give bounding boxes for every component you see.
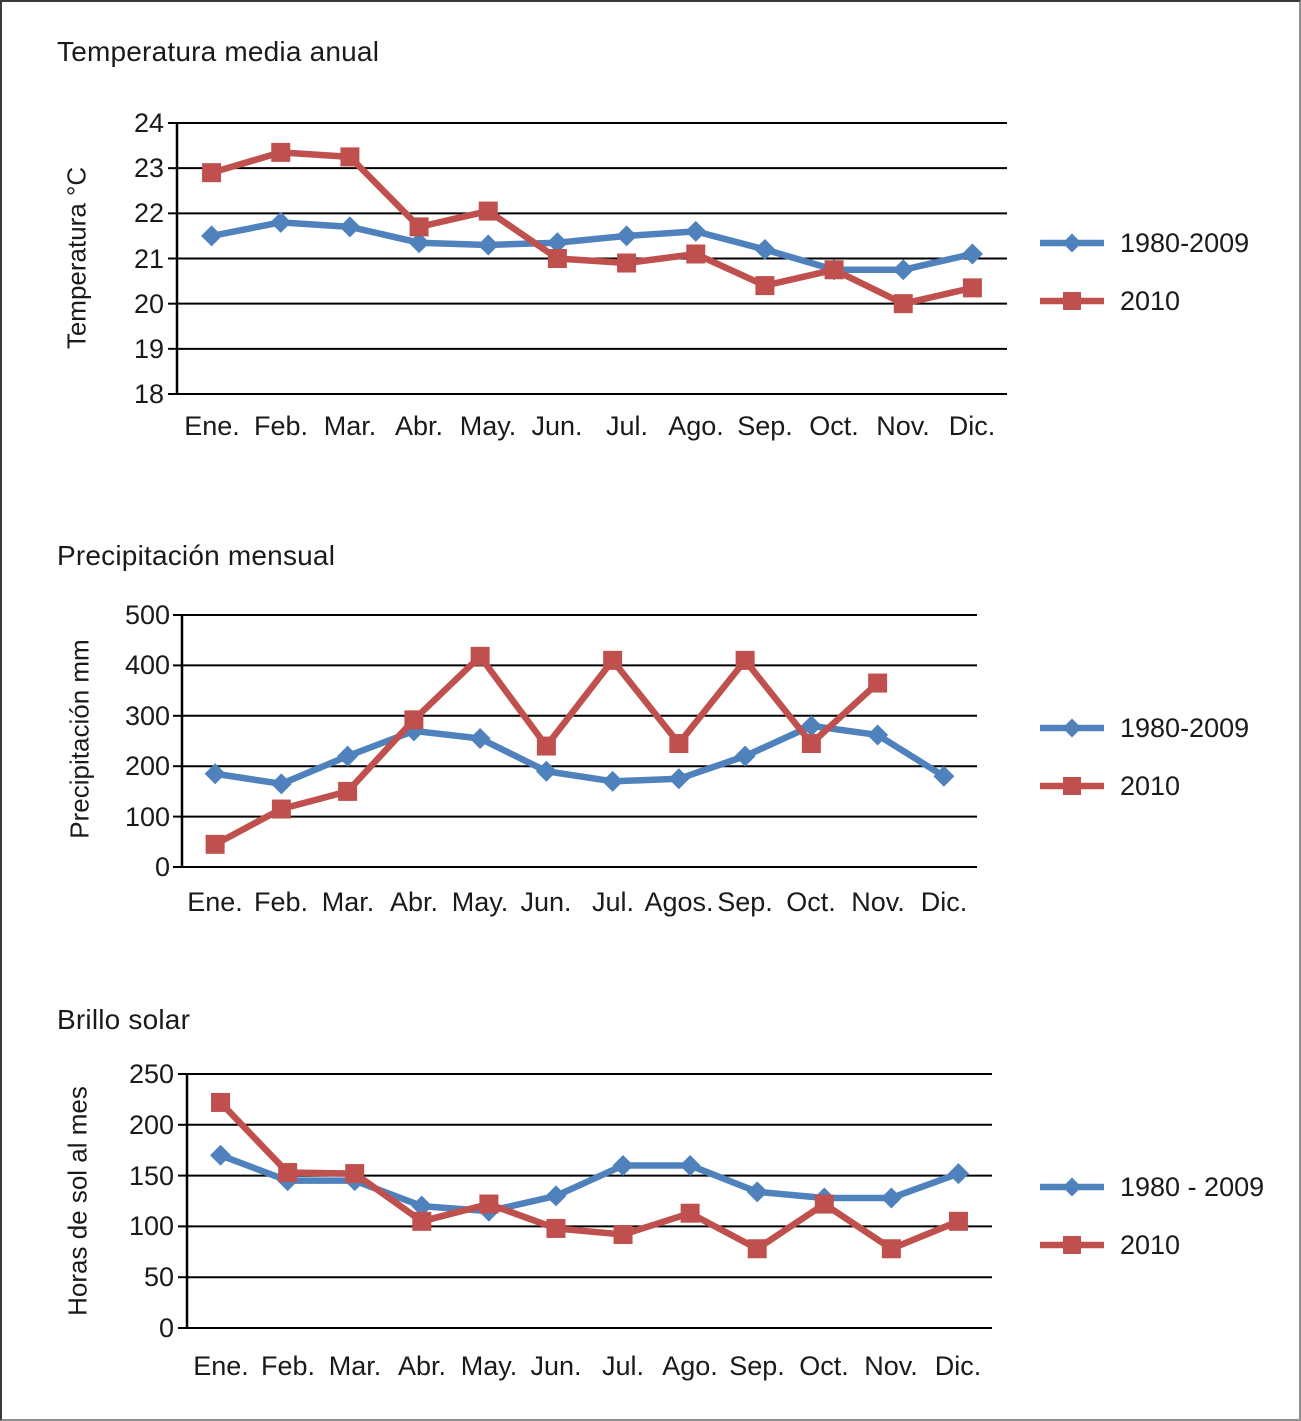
- x-tick-label: Sep.: [737, 411, 793, 441]
- x-tick-label: Jul.: [601, 1351, 645, 1381]
- legend-swatch-line-square-icon: [1040, 292, 1104, 310]
- legend-item: 1980-2009: [1040, 228, 1250, 258]
- x-tick-label: Nov.: [851, 887, 905, 917]
- x-tick-label: Ene.: [193, 1351, 249, 1381]
- y-tick-label: 18: [133, 379, 164, 409]
- y-tick-label: 0: [158, 1313, 174, 1343]
- legend-swatch-line-square-icon: [1040, 1236, 1104, 1254]
- x-tick-label: Abr.: [394, 411, 444, 441]
- x-tick-label: Jul.: [605, 411, 649, 441]
- y-tick-label: 50: [143, 1262, 174, 1292]
- y-tick-label: 500: [124, 600, 170, 630]
- chart2-y-axis-title: Precipitación mm: [64, 639, 95, 839]
- chart1-legend: 1980-2009 2010: [1040, 228, 1250, 316]
- y-tick-label: 24: [133, 108, 164, 138]
- y-tick-label: 150: [128, 1161, 174, 1191]
- x-tick-label: Nov.: [864, 1351, 918, 1381]
- chart3-legend: 1980 - 2009 2010: [1040, 1172, 1265, 1260]
- x-tick-label: Mar.: [323, 411, 377, 441]
- x-tick-label: May.: [459, 411, 517, 441]
- x-tick-label: Jul.: [591, 887, 635, 917]
- legend-swatch-line-square-icon: [1040, 777, 1104, 795]
- y-tick-label: 23: [133, 153, 164, 183]
- y-tick-label: 200: [128, 1110, 174, 1140]
- y-tick-label: 19: [133, 334, 164, 364]
- legend-label: 2010: [1120, 286, 1181, 316]
- x-tick-label: Dic.: [948, 411, 996, 441]
- chart2-title: Precipitación mensual: [57, 540, 336, 571]
- y-tick-label: 22: [133, 198, 164, 228]
- x-tick-label: Abr.: [397, 1351, 447, 1381]
- legend-label: 1980-2009: [1120, 713, 1250, 743]
- legend-item: 2010: [1040, 1230, 1264, 1260]
- chart1-title: Temperatura media anual: [57, 36, 380, 67]
- x-tick-label: Feb.: [253, 411, 309, 441]
- x-tick-label: Jun.: [531, 411, 583, 441]
- y-tick-label: 0: [154, 852, 170, 882]
- legend-item: 1980 - 2009: [1040, 1172, 1265, 1202]
- legend-item: 1980-2009: [1040, 713, 1250, 743]
- y-tick-label: 200: [124, 751, 170, 781]
- x-tick-label: Ago.: [662, 1351, 718, 1381]
- y-tick-label: 100: [128, 1211, 174, 1241]
- x-tick-label: Dic.: [934, 1351, 982, 1381]
- x-tick-label: Sep.: [729, 1351, 785, 1381]
- legend-swatch-line-diamond-icon: [1040, 233, 1104, 253]
- y-tick-label: 21: [133, 244, 164, 274]
- chart3-title: Brillo solar: [57, 1004, 191, 1035]
- y-tick-label: 100: [124, 802, 170, 832]
- legend-label: 1980 - 2009: [1120, 1172, 1265, 1202]
- y-tick-label: 300: [124, 701, 170, 731]
- x-tick-label: Ene.: [184, 411, 240, 441]
- chart2-legend: 1980-2009 2010: [1040, 713, 1250, 801]
- x-tick-label: Feb.: [253, 887, 309, 917]
- legend-swatch-line-diamond-icon: [1040, 1177, 1104, 1197]
- chart3-y-axis-title: Horas de sol al mes: [62, 1086, 93, 1316]
- legend-item: 2010: [1040, 771, 1249, 801]
- legend-swatch-line-diamond-icon: [1040, 718, 1104, 738]
- legend-label: 2010: [1120, 771, 1181, 801]
- x-tick-label: Oct.: [809, 411, 859, 441]
- x-tick-label: Jun.: [530, 1351, 582, 1381]
- x-tick-label: Dic.: [920, 887, 968, 917]
- x-tick-label: May.: [460, 1351, 518, 1381]
- x-tick-label: Oct.: [786, 887, 836, 917]
- x-tick-label: May.: [451, 887, 509, 917]
- x-tick-label: Sep.: [717, 887, 773, 917]
- legend-label: 1980-2009: [1120, 228, 1250, 258]
- x-tick-label: Ago.: [668, 411, 724, 441]
- x-tick-label: Jun.: [520, 887, 572, 917]
- y-tick-label: 400: [124, 650, 170, 680]
- legend-item: 2010: [1040, 286, 1249, 316]
- x-tick-label: Oct.: [799, 1351, 849, 1381]
- x-tick-label: Mar.: [328, 1351, 382, 1381]
- y-tick-label: 20: [133, 289, 164, 319]
- x-tick-label: Mar.: [321, 887, 375, 917]
- y-tick-label: 250: [128, 1059, 174, 1089]
- x-tick-label: Nov.: [876, 411, 930, 441]
- x-tick-label: Ene.: [187, 887, 243, 917]
- legend-label: 2010: [1120, 1230, 1181, 1260]
- x-tick-label: Agos.: [644, 887, 714, 917]
- x-tick-label: Abr.: [389, 887, 439, 917]
- chart1-y-axis-title: Temperatura °C: [61, 166, 92, 350]
- x-tick-label: Feb.: [260, 1351, 316, 1381]
